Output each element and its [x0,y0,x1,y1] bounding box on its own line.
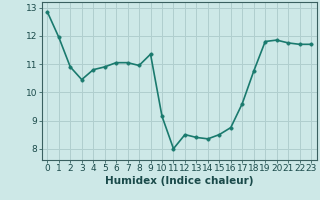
X-axis label: Humidex (Indice chaleur): Humidex (Indice chaleur) [105,176,253,186]
